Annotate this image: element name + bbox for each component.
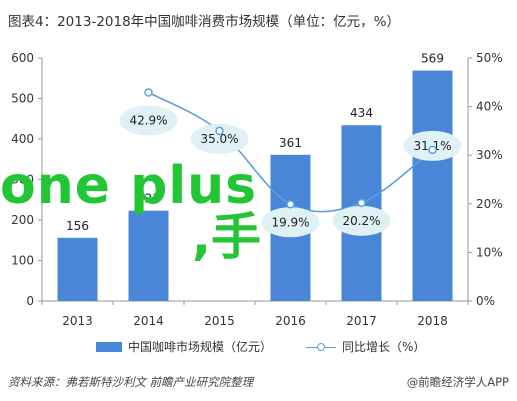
legend-bar-swatch xyxy=(96,341,122,352)
bar-data-label: 569 xyxy=(421,52,444,66)
y-tick-label-right: 10% xyxy=(476,245,503,259)
legend-item-bar: 中国咖啡市场规模（亿元） xyxy=(96,338,272,355)
y-tick-label-right: 30% xyxy=(476,148,503,162)
source-note: 资料来源：弗若斯特沙利文 前瞻产业研究院整理 xyxy=(8,375,254,389)
x-tick-label: 2017 xyxy=(346,314,377,328)
y-tick-label-left: 400 xyxy=(11,132,34,146)
bar-data-label: 361 xyxy=(279,136,302,150)
legend-line-swatch xyxy=(306,342,336,352)
y-tick-label-right: 0% xyxy=(476,294,495,308)
y-tick-label-left: 100 xyxy=(11,254,34,268)
x-tick-label: 2013 xyxy=(62,314,93,328)
growth-label-bubble xyxy=(119,105,178,136)
growth-point xyxy=(215,126,224,136)
bar-data-label: 156 xyxy=(66,219,89,233)
bar xyxy=(128,210,169,301)
y-tick-label-left: 500 xyxy=(11,92,34,106)
x-tick-label: 2015 xyxy=(204,314,235,328)
growth-data-label: 20.2% xyxy=(342,214,380,228)
growth-data-label: 42.9% xyxy=(129,114,167,128)
brand-credit: @前瞻经济学人APP xyxy=(406,375,509,389)
growth-point xyxy=(144,88,153,97)
y-tick-label-left: 300 xyxy=(11,173,34,187)
growth-label-bubble xyxy=(332,205,391,236)
chart-legend: 中国咖啡市场规模（亿元） 同比增长（%） xyxy=(96,338,476,358)
growth-label-bubble xyxy=(261,207,320,238)
growth-data-label: 19.9% xyxy=(271,215,309,229)
bar xyxy=(412,70,453,302)
bar-data-label: 434 xyxy=(350,106,373,120)
growth-point xyxy=(428,145,437,155)
x-tick-label: 2016 xyxy=(275,314,306,328)
growth-point xyxy=(286,200,295,209)
x-tick-label: 2014 xyxy=(133,314,164,328)
y-tick-label-left: 600 xyxy=(11,51,34,65)
chart-title: 图表4：2013-2018年中国咖啡消费市场规模（单位：亿元，%） xyxy=(8,14,401,30)
overlay-text-2: ,手 xyxy=(192,208,261,266)
y-tick-label-left: 0 xyxy=(26,294,34,308)
y-tick-label-right: 20% xyxy=(476,197,503,211)
y-tick-label-right: 40% xyxy=(476,100,503,114)
legend-line-label: 同比增长（%） xyxy=(342,340,426,354)
x-tick-label: 2018 xyxy=(417,314,448,328)
legend-item-line: 同比增长（%） xyxy=(306,338,425,355)
bar xyxy=(57,237,98,301)
growth-data-label: 35.0% xyxy=(200,132,238,146)
legend-bar-label: 中国咖啡市场规模（亿元） xyxy=(128,340,273,354)
growth-label-bubble xyxy=(190,123,249,154)
overlay-text: one plus xyxy=(0,156,258,216)
y-tick-label-left: 200 xyxy=(11,213,34,227)
bar-data-label: 223 xyxy=(137,192,160,206)
y-tick-label-right: 50% xyxy=(476,51,503,65)
growth-point xyxy=(357,198,366,208)
